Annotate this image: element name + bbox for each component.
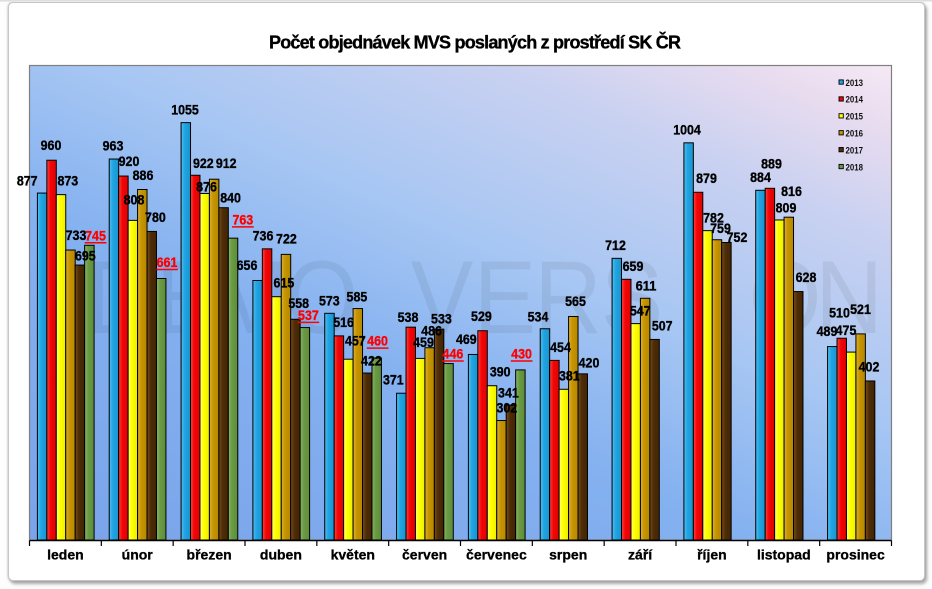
svg-text:402: 402	[859, 359, 880, 375]
svg-text:420: 420	[579, 354, 600, 370]
svg-text:únor: únor	[122, 547, 154, 563]
svg-text:422: 422	[361, 353, 382, 369]
svg-text:656: 656	[237, 257, 258, 273]
svg-text:533: 533	[431, 311, 452, 327]
svg-text:červenec: červenec	[466, 547, 527, 563]
svg-text:736: 736	[253, 227, 274, 243]
svg-text:Počet objednávek MVS poslaných: Počet objednávek MVS poslaných z prostře…	[269, 32, 681, 53]
svg-text:661: 661	[157, 254, 178, 270]
svg-text:duben: duben	[260, 547, 302, 563]
svg-text:457: 457	[345, 333, 366, 349]
svg-text:547: 547	[630, 302, 651, 318]
svg-text:659: 659	[623, 258, 644, 274]
svg-text:listopad: listopad	[757, 547, 811, 563]
svg-text:763: 763	[232, 212, 253, 228]
svg-text:475: 475	[836, 322, 857, 338]
svg-text:529: 529	[471, 308, 492, 324]
svg-text:963: 963	[103, 138, 124, 154]
svg-text:381: 381	[559, 368, 580, 384]
svg-text:922: 922	[193, 155, 214, 171]
svg-text:srpen: srpen	[549, 547, 587, 563]
svg-text:782: 782	[703, 210, 724, 226]
svg-text:2015: 2015	[846, 112, 864, 123]
svg-text:prosinec: prosinec	[826, 547, 885, 563]
svg-text:454: 454	[550, 339, 571, 355]
svg-text:873: 873	[57, 173, 78, 189]
svg-text:840: 840	[220, 190, 241, 206]
svg-text:2018: 2018	[846, 162, 864, 173]
svg-text:809: 809	[776, 200, 797, 216]
svg-text:1055: 1055	[171, 102, 199, 118]
svg-text:446: 446	[443, 346, 464, 362]
svg-text:1004: 1004	[673, 122, 701, 138]
svg-text:469: 469	[456, 331, 477, 347]
svg-text:489: 489	[817, 323, 838, 339]
svg-text:920: 920	[119, 153, 140, 169]
svg-text:537: 537	[298, 307, 319, 323]
svg-text:816: 816	[781, 183, 802, 199]
svg-text:879: 879	[696, 170, 717, 186]
svg-text:březen: březen	[187, 547, 232, 563]
svg-text:615: 615	[274, 274, 295, 290]
svg-text:877: 877	[17, 173, 38, 189]
svg-text:565: 565	[565, 293, 586, 309]
svg-text:611: 611	[636, 278, 657, 294]
svg-text:745: 745	[85, 227, 106, 243]
svg-text:628: 628	[796, 269, 817, 285]
svg-text:430: 430	[511, 346, 532, 362]
svg-text:722: 722	[276, 231, 297, 247]
svg-text:960: 960	[41, 137, 62, 153]
svg-text:390: 390	[490, 364, 511, 380]
svg-text:733: 733	[66, 227, 87, 243]
svg-text:2016: 2016	[846, 129, 864, 140]
svg-text:912: 912	[216, 155, 237, 171]
svg-text:květen: květen	[331, 547, 375, 563]
svg-text:říjen: říjen	[697, 547, 727, 563]
svg-text:780: 780	[145, 209, 166, 225]
svg-text:752: 752	[727, 229, 748, 245]
svg-text:červen: červen	[402, 547, 447, 563]
svg-text:507: 507	[652, 318, 673, 334]
svg-text:558: 558	[288, 295, 309, 311]
svg-text:2017: 2017	[846, 145, 864, 156]
svg-text:N: N	[815, 238, 883, 355]
svg-text:521: 521	[850, 301, 871, 317]
svg-text:759: 759	[710, 220, 731, 236]
svg-text:341: 341	[498, 385, 519, 401]
svg-text:302: 302	[496, 400, 517, 416]
svg-text:září: září	[628, 547, 653, 563]
svg-text:876: 876	[196, 178, 217, 194]
svg-text:889: 889	[761, 156, 782, 172]
svg-text:460: 460	[367, 333, 388, 349]
svg-text:486: 486	[421, 323, 442, 339]
svg-text:886: 886	[133, 167, 154, 183]
svg-text:516: 516	[333, 314, 354, 330]
svg-text:leden: leden	[47, 547, 84, 563]
svg-text:573: 573	[319, 293, 340, 309]
svg-text:2014: 2014	[846, 95, 864, 106]
svg-text:538: 538	[398, 309, 419, 325]
svg-text:808: 808	[124, 192, 145, 208]
svg-text:2013: 2013	[846, 78, 864, 89]
svg-text:510: 510	[829, 305, 850, 321]
svg-text:371: 371	[383, 372, 404, 388]
svg-text:695: 695	[75, 248, 96, 264]
svg-text:585: 585	[347, 289, 368, 305]
svg-text:534: 534	[528, 308, 549, 324]
svg-text:712: 712	[605, 237, 626, 253]
svg-text:884: 884	[750, 169, 771, 185]
svg-text:459: 459	[413, 334, 434, 350]
